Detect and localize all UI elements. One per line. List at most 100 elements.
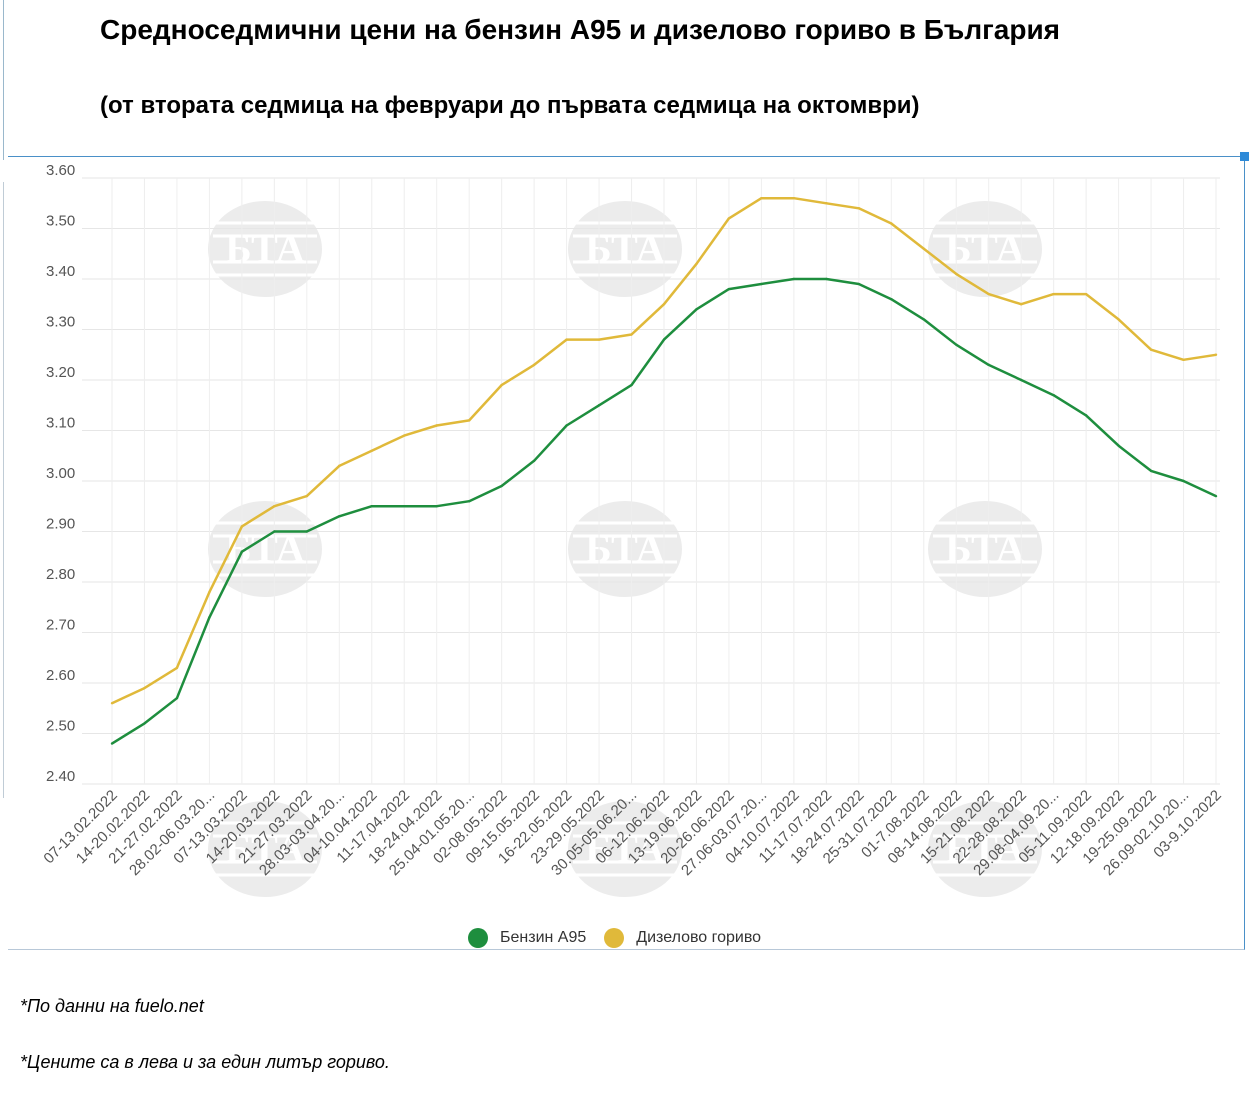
data-point-petrol: [597, 404, 601, 407]
data-point-petrol: [532, 459, 536, 462]
data-point-diesel: [240, 525, 244, 528]
data-point-diesel: [1019, 303, 1023, 306]
y-tick-label: 3.10: [46, 415, 75, 432]
data-point-diesel: [792, 197, 796, 200]
watermark-text: БТА: [225, 226, 305, 271]
data-point-diesel: [727, 217, 731, 220]
data-point-petrol: [1149, 469, 1153, 473]
data-point-diesel: [1182, 358, 1185, 361]
data-point-petrol: [922, 318, 925, 321]
data-point-diesel: [305, 494, 309, 498]
legend-marker-petrol: [468, 928, 488, 948]
data-point-diesel: [532, 363, 536, 367]
data-point-petrol: [727, 287, 731, 291]
data-point-petrol: [955, 343, 958, 346]
data-point-petrol: [467, 500, 471, 503]
data-point-diesel: [403, 434, 406, 437]
data-point-petrol: [825, 277, 828, 281]
frame-left-line: [3, 0, 4, 160]
legend-item-petrol[interactable]: Бензин А95: [468, 928, 586, 948]
y-tick-label: 2.60: [46, 667, 75, 684]
chart-frame: [8, 156, 1245, 950]
y-tick-label: 3.30: [46, 314, 75, 331]
data-point-diesel: [370, 449, 373, 452]
data-point-petrol: [1214, 494, 1218, 498]
data-point-diesel: [760, 197, 763, 200]
data-point-diesel: [1149, 348, 1153, 351]
resize-handle[interactable]: [1240, 152, 1249, 161]
data-point-diesel: [110, 702, 114, 705]
data-point-diesel: [208, 590, 211, 594]
data-point-petrol: [1084, 414, 1088, 417]
watermark-text: БТА: [945, 226, 1025, 271]
watermark-seal: [568, 201, 682, 297]
data-point-diesel: [467, 419, 471, 422]
data-point-petrol: [240, 550, 244, 553]
data-point-petrol: [273, 530, 276, 533]
data-point-petrol: [208, 616, 211, 619]
data-point-diesel: [1084, 292, 1088, 296]
watermark-seal: [208, 501, 322, 597]
data-point-petrol: [370, 505, 373, 508]
y-tick-label: 3.50: [46, 213, 75, 230]
data-point-diesel: [857, 207, 861, 210]
legend-marker-diesel: [604, 928, 625, 948]
data-point-petrol: [110, 742, 114, 745]
data-point-petrol: [695, 308, 698, 311]
data-point-petrol: [890, 298, 893, 301]
y-tick-label: 2.80: [46, 566, 75, 583]
data-point-petrol: [662, 338, 666, 341]
data-point-diesel: [890, 222, 893, 225]
data-point-petrol: [305, 530, 309, 533]
y-tick-label: 3.60: [46, 162, 75, 179]
data-point-petrol: [143, 722, 146, 725]
watermark-seal: [928, 801, 1042, 897]
data-point-diesel: [955, 272, 958, 276]
data-point-petrol: [630, 383, 633, 387]
data-point-petrol: [500, 484, 503, 488]
data-point-petrol: [338, 515, 341, 518]
page-title: Средноседмични цени на бензин А95 и дизе…: [100, 14, 1061, 45]
data-point-petrol: [760, 282, 763, 286]
watermark-text: БТА: [585, 826, 665, 871]
y-tick-label: 3.00: [46, 465, 75, 482]
data-point-diesel: [597, 338, 601, 341]
data-point-diesel: [1117, 318, 1120, 321]
units-note: *Цените са в лева и за един литър гориво…: [20, 1052, 390, 1072]
data-point-diesel: [565, 338, 568, 341]
data-point-diesel: [435, 424, 438, 427]
data-point-petrol: [403, 505, 406, 508]
legend-item-diesel[interactable]: Дизелово гориво: [604, 928, 761, 948]
data-point-diesel: [143, 686, 146, 690]
data-point-diesel: [662, 303, 666, 306]
data-point-petrol: [987, 363, 990, 367]
data-point-diesel: [338, 464, 341, 468]
watermark-seal: [208, 801, 322, 897]
data-point-diesel: [630, 333, 633, 336]
page-subtitle: (от втората седмица на февруари до първа…: [100, 92, 920, 119]
source-note: *По данни на fuelo.net: [20, 996, 204, 1016]
data-point-diesel: [175, 666, 179, 670]
data-point-diesel: [500, 383, 503, 387]
data-point-petrol: [1052, 393, 1055, 397]
watermark-seal: [568, 501, 682, 597]
watermark-text: БТА: [225, 826, 305, 871]
data-point-petrol: [435, 505, 438, 508]
chart-legend: Бензин А95 Дизелово гориво: [468, 927, 779, 949]
watermark-text: БТА: [945, 526, 1025, 571]
y-tick-label: 3.20: [46, 364, 75, 381]
data-point-diesel: [987, 292, 990, 296]
y-tick-label: 2.50: [46, 718, 75, 735]
watermark-text: БТА: [945, 826, 1025, 871]
data-point-petrol: [792, 277, 796, 281]
data-point-diesel: [695, 262, 698, 266]
watermark-text: БТА: [585, 226, 665, 271]
data-point-diesel: [922, 247, 925, 250]
data-point-diesel: [825, 202, 828, 205]
frame-left-line-lower: [3, 182, 4, 798]
data-point-petrol: [1182, 479, 1185, 483]
legend-label-diesel: Дизелово гориво: [636, 929, 762, 946]
data-point-petrol: [1117, 444, 1120, 447]
y-tick-label: 2.90: [46, 516, 75, 533]
